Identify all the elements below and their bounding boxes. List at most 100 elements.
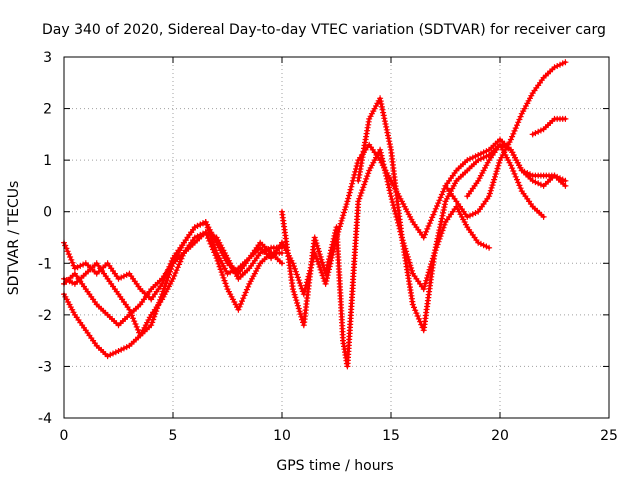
data-point [384,178,391,185]
data-point [217,266,224,273]
series-layer [61,59,569,370]
data-point [512,125,519,132]
data-point [494,165,501,172]
data-point [345,195,352,202]
x-tick-label: 10 [273,428,291,444]
data-point [391,205,398,211]
data-point [357,192,364,199]
data-point [425,223,432,229]
series-track-4 [61,219,285,339]
data-point [491,176,498,183]
data-point [219,272,226,278]
data-point [495,162,502,169]
data-point [483,148,490,155]
data-point [483,243,490,250]
data-point [492,173,498,180]
data-point [162,282,169,289]
data-point [514,122,520,129]
x-tick-label: 25 [600,428,618,444]
data-point [312,237,319,244]
data-point [422,280,429,287]
data-point [313,255,320,262]
data-point [290,288,297,295]
data-point [562,59,569,66]
y-tick-label: 1 [43,153,52,169]
data-point [130,315,136,322]
data-point [311,250,318,256]
data-point [207,233,214,240]
data-point [74,264,81,271]
y-tick-label: 0 [43,205,52,221]
chart-title: Day 340 of 2020, Sidereal Day-to-day VTE… [42,22,606,38]
data-point [512,173,519,180]
data-point [365,170,372,177]
data-point [382,121,389,127]
data-point [123,344,130,351]
x-axis-label: GPS time / hours [276,458,393,474]
data-point [291,265,298,272]
data-point [337,220,344,227]
y-tick-label: 3 [43,50,52,66]
data-point [312,252,319,259]
data-point [356,195,363,202]
data-point [65,251,72,258]
data-point [240,295,247,302]
data-point [535,128,542,135]
data-point [298,313,305,320]
data-point [349,180,356,187]
data-point [469,211,476,218]
data-point [390,202,397,209]
data-point [223,283,230,290]
data-point [151,313,158,320]
data-point [104,353,111,360]
data-point [292,294,299,301]
data-point [510,168,517,174]
data-point [477,150,484,157]
data-point [537,181,544,188]
data-point [502,144,509,151]
data-point [497,141,503,148]
data-point [66,278,73,285]
data-point [259,248,266,255]
data-point [123,271,130,278]
data-point [166,271,172,278]
y-tick-label: -2 [38,308,52,324]
data-point [334,231,341,238]
data-point [333,234,340,241]
data-point [77,262,84,269]
data-point [236,303,243,310]
series-line [444,60,567,219]
data-point [489,182,496,189]
data-point [412,307,419,314]
data-point [158,294,165,300]
data-point [475,152,482,158]
data-point [318,269,325,276]
data-point [314,258,321,265]
data-point [364,173,371,180]
data-point [472,210,479,216]
data-point [467,155,473,162]
data-point [279,250,285,256]
data-point [204,224,211,231]
data-point [218,269,225,276]
data-point [154,305,161,312]
data-point [210,241,217,248]
data-point [241,292,248,299]
data-point [527,95,533,102]
data-point [480,154,487,161]
data-point [339,215,346,222]
data-point [311,234,318,241]
data-point [67,254,74,260]
data-point [440,188,447,195]
data-point [232,266,239,273]
data-point [120,345,127,352]
data-point [344,198,351,205]
data-point [315,248,322,255]
data-point [464,157,471,164]
data-point [64,248,71,255]
data-point [132,321,139,327]
data-point [176,261,183,268]
data-point [245,283,252,290]
data-point [171,272,178,279]
data-point [332,240,339,247]
